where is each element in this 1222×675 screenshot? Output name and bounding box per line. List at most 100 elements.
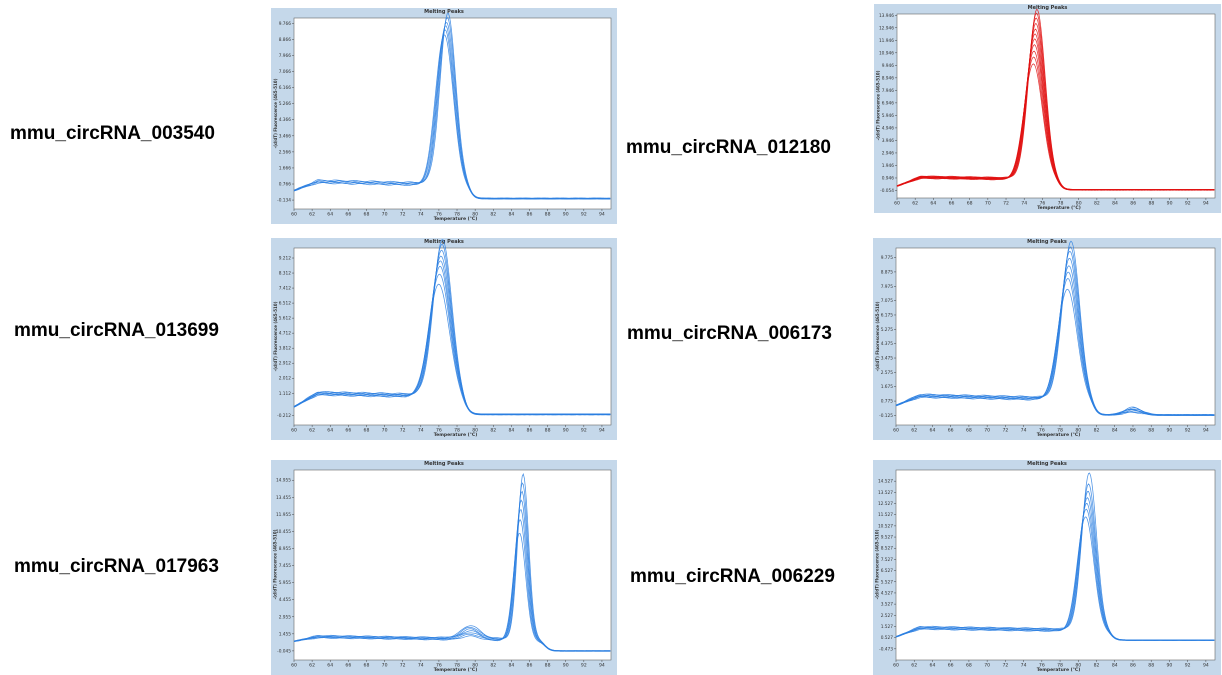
melt-curve-series [293, 472, 611, 652]
melting-peaks-chart-006173: Melting Peaks 60 62 64 66 68 70 72 74 76 78 80 82 84… [873, 238, 1221, 440]
chart-plot: 60 62 64 66 68 70 72 74 76 78 80 82 84 86 88 90 92 94 -0.4… [878, 469, 1216, 669]
y-tick-label: 0.766 [279, 182, 292, 188]
x-tick-label: 84 [1112, 201, 1118, 207]
y-tick-label: 9.766 [279, 21, 292, 27]
chart-title: Melting Peaks [1027, 5, 1068, 11]
x-tick-label: 64 [327, 212, 333, 218]
x-tick-label: 92 [1185, 663, 1191, 669]
y-tick-label: 8.946 [882, 75, 895, 81]
x-tick-label: 94 [599, 212, 605, 218]
y-tick-label: 9.527 [881, 535, 894, 541]
x-tick-label: 76 [436, 663, 442, 669]
chart-plot: 60 62 64 66 68 70 72 74 76 78 80 82 84 86 88 90 92 94 -0.0… [879, 8, 1216, 207]
melt-curve-series [293, 239, 611, 416]
chart-title: Melting Peaks [1027, 239, 1067, 245]
x-tick-label: 68 [966, 663, 972, 669]
x-tick-label: 74 [418, 663, 424, 669]
y-tick-label: 10.527 [878, 523, 893, 529]
x-tick-label: 60 [291, 212, 297, 218]
x-tick-label: 70 [382, 428, 388, 434]
x-tick-label: 64 [327, 428, 333, 434]
x-tick-label: 90 [1166, 663, 1172, 669]
x-tick-label: 82 [1094, 428, 1100, 434]
x-tick-label: 76 [436, 212, 442, 218]
melt-curve-series [896, 8, 1215, 191]
x-axis-label: Temperature (°C) [433, 433, 478, 438]
x-tick-label: 84 [1112, 663, 1118, 669]
y-tick-label: 5.612 [279, 316, 292, 322]
y-tick-label: 4.946 [882, 125, 895, 131]
chart-plot: 60 62 64 66 68 70 72 74 76 78 80 82 84 86 88 90 92 94 -0.2… [277, 239, 612, 434]
y-tick-label: 4.712 [279, 331, 292, 337]
x-tick-label: 88 [1148, 663, 1154, 669]
x-tick-label: 92 [1185, 428, 1191, 434]
x-tick-label: 70 [984, 663, 990, 669]
x-tick-label: 68 [967, 201, 973, 207]
y-tick-label: 9.946 [882, 63, 895, 69]
y-tick-label: 0.527 [881, 635, 894, 641]
x-tick-label: 76 [1039, 428, 1045, 434]
x-tick-label: 92 [581, 663, 587, 669]
x-tick-label: 62 [309, 212, 315, 218]
x-tick-label: 80 [1075, 428, 1081, 434]
y-tick-label: -0.473 [879, 646, 893, 652]
x-tick-label: 90 [1167, 201, 1173, 207]
x-tick-label: 88 [545, 428, 551, 434]
y-tick-label: 8.875 [881, 269, 894, 275]
x-tick-label: 72 [400, 428, 406, 434]
x-tick-label: 66 [345, 428, 351, 434]
label-circrna-006173: mmu_circRNA_006173 [627, 323, 832, 344]
x-tick-label: 68 [364, 663, 370, 669]
y-tick-label: 3.946 [882, 138, 895, 144]
x-axis-label: Temperature (°C) [1036, 668, 1081, 673]
melt-curve-series [895, 250, 1215, 416]
y-tick-label: 2.566 [279, 149, 292, 155]
x-tick-label: 82 [490, 212, 496, 218]
melting-peaks-chart-006229: Melting Peaks 60 62 64 66 68 70 72 74 76 78 80 82 84… [873, 460, 1221, 675]
plot-area [895, 469, 1216, 661]
label-circrna-013699: mmu_circRNA_013699 [14, 320, 219, 341]
x-tick-label: 88 [545, 212, 551, 218]
y-tick-label: 0.946 [882, 175, 895, 181]
x-tick-label: 72 [400, 663, 406, 669]
label-circrna-003540: mmu_circRNA_003540 [10, 123, 215, 144]
x-tick-label: 80 [472, 663, 478, 669]
y-tick-label: 7.455 [279, 563, 292, 569]
y-tick-label: 2.012 [279, 376, 292, 382]
y-tick-label: 2.527 [881, 613, 894, 619]
y-tick-label: 6.175 [881, 312, 894, 318]
x-tick-label: 60 [291, 428, 297, 434]
y-tick-label: 7.946 [882, 88, 895, 94]
chart-title: Melting Peaks [1027, 461, 1067, 467]
x-tick-label: 74 [418, 212, 424, 218]
x-tick-label: 84 [508, 212, 514, 218]
x-tick-label: 94 [1203, 428, 1209, 434]
y-tick-label: 13.946 [879, 13, 894, 19]
label-circrna-012180: mmu_circRNA_012180 [626, 137, 831, 158]
label-circrna-017963: mmu_circRNA_017963 [14, 556, 219, 577]
x-tick-label: 84 [508, 663, 514, 669]
x-tick-label: 78 [454, 212, 460, 218]
y-tick-label: 7.975 [881, 284, 894, 290]
y-axis-label: -(d/dT) Fluorescence (465-510) [875, 70, 881, 141]
x-tick-label: 60 [893, 663, 899, 669]
y-tick-label: 3.812 [279, 346, 292, 352]
melt-curve-series [895, 472, 1215, 641]
x-tick-label: 92 [581, 212, 587, 218]
x-tick-label: 60 [893, 428, 899, 434]
y-tick-label: -0.134 [277, 198, 291, 204]
x-tick-label: 94 [1203, 663, 1209, 669]
melting-peaks-chart-003540: Melting Peaks 60 62 64 66 68 70 72 74 76 78 80 82 84… [271, 8, 617, 224]
x-tick-label: 78 [454, 663, 460, 669]
y-axis-label: -(d/dT) Fluorescence (465-510) [874, 301, 880, 371]
melt-curve-series [293, 482, 611, 652]
y-tick-label: 13.527 [878, 490, 893, 496]
x-tick-label: 84 [1112, 428, 1118, 434]
y-tick-label: 8.866 [279, 37, 292, 43]
y-axis-label: -(d/dT) Fluorescence (465-510) [272, 78, 278, 148]
x-tick-label: 64 [327, 663, 333, 669]
x-tick-label: 72 [1002, 428, 1008, 434]
x-tick-label: 72 [1003, 201, 1009, 207]
x-tick-label: 82 [1094, 663, 1100, 669]
x-tick-label: 68 [966, 428, 972, 434]
